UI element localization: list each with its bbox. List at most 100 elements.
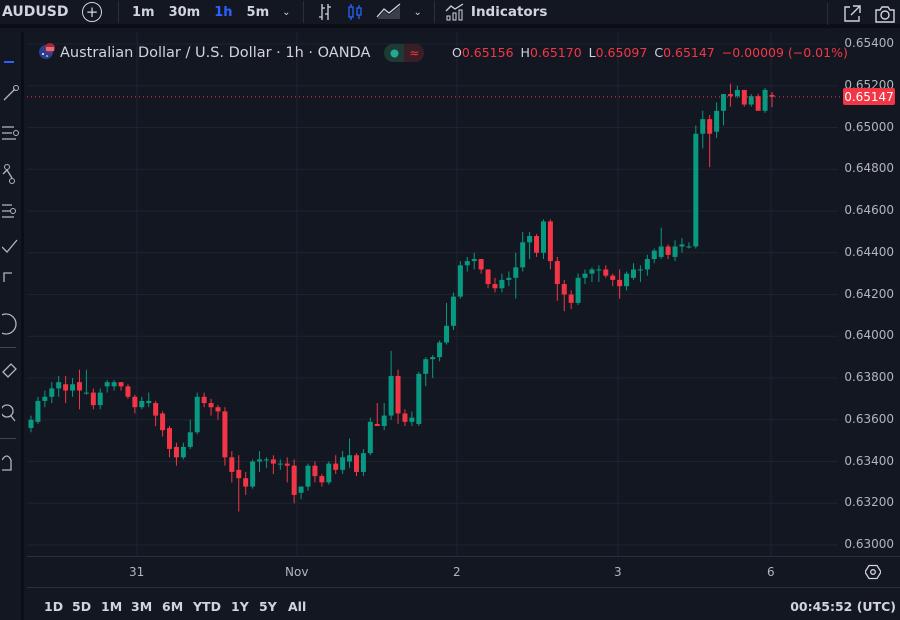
candle — [769, 92, 775, 108]
time-axis-label: 2 — [453, 565, 461, 579]
candle — [319, 474, 325, 487]
candle — [464, 256, 470, 272]
last-price-tag: 0.65147 — [843, 88, 895, 105]
candle — [208, 398, 214, 416]
price-axis-label: 0.64800 — [844, 161, 894, 176]
candle — [118, 382, 124, 391]
range-button-all[interactable]: All — [288, 599, 307, 614]
divider — [118, 1, 119, 23]
candle — [575, 273, 581, 305]
candle — [367, 417, 373, 456]
candle — [56, 375, 62, 397]
brush-icon[interactable] — [0, 237, 22, 255]
candle — [270, 455, 276, 475]
candle — [28, 415, 34, 433]
forecasting-tool-icon[interactable] — [0, 202, 22, 222]
crosshair-tool[interactable] — [0, 60, 22, 64]
range-button-5d[interactable]: 5D — [72, 599, 92, 614]
candle — [534, 233, 540, 257]
chart-legend: Australian Dollar / U.S. Dollar · 1h · O… — [38, 42, 425, 64]
symbol-search[interactable]: AUDUSD — [2, 4, 69, 20]
candle — [76, 369, 82, 410]
range-button-ytd[interactable]: YTD — [193, 599, 221, 614]
fullscreen-icon[interactable] — [842, 4, 862, 24]
candle — [721, 94, 727, 126]
range-button-3m[interactable]: 3M — [131, 599, 153, 614]
candle — [277, 459, 283, 470]
bar-chart-icon[interactable] — [316, 3, 334, 21]
interval-30m[interactable]: 30m — [168, 4, 201, 20]
price-axis-label: 0.64600 — [844, 203, 894, 217]
text-tool-icon[interactable] — [0, 270, 22, 284]
candle — [326, 461, 332, 485]
candle — [741, 89, 747, 107]
interval-5m[interactable]: 5m — [246, 4, 270, 20]
candle — [49, 382, 55, 404]
candle — [388, 350, 394, 420]
add-symbol-button[interactable]: + — [82, 2, 102, 22]
symbol-title[interactable]: Australian Dollar / U.S. Dollar · 1h · O… — [60, 45, 371, 61]
candle — [471, 252, 477, 270]
price-axis-label: 0.63400 — [844, 453, 894, 468]
candle — [139, 396, 145, 410]
candle — [520, 231, 526, 272]
candle — [146, 392, 152, 408]
divider — [302, 1, 304, 23]
change-value: −0.00009 (−0.01%) — [721, 45, 848, 60]
measure-icon[interactable] — [0, 312, 22, 336]
candle — [603, 265, 609, 278]
ruler-icon[interactable] — [0, 362, 22, 380]
candle — [243, 471, 249, 495]
candle — [568, 290, 574, 310]
price-axis-label: 0.65400 — [844, 36, 894, 50]
candle — [554, 256, 560, 301]
range-button-5y[interactable]: 5Y — [259, 599, 277, 614]
settings-gear-icon[interactable] — [864, 564, 882, 584]
range-button-1d[interactable]: 1D — [44, 599, 64, 614]
area-chart-icon[interactable] — [376, 3, 402, 21]
bottom-toolbar — [27, 587, 900, 620]
candle — [589, 267, 595, 282]
interval-1m[interactable]: 1m — [132, 4, 155, 20]
market-status-pill[interactable]: ≈ — [384, 44, 425, 62]
candle — [450, 292, 456, 330]
interval-1h[interactable]: 1h — [214, 4, 233, 20]
trend-line-icon[interactable] — [0, 84, 22, 102]
chart-type-chevron-down-icon[interactable]: ⌄ — [413, 6, 422, 18]
clock[interactable]: 00:45:52 (UTC) — [790, 599, 896, 614]
range-button-6m[interactable]: 6M — [162, 599, 184, 614]
candle — [194, 392, 200, 435]
candle — [672, 240, 678, 262]
price-axis-label: 0.63200 — [844, 495, 894, 510]
candle — [506, 271, 512, 287]
interval-chevron-down-icon[interactable]: ⌄ — [282, 6, 291, 18]
candle — [714, 102, 720, 138]
open-key: O — [452, 45, 462, 60]
candle — [762, 87, 768, 113]
zoom-in-icon[interactable] — [0, 404, 22, 424]
candle — [35, 396, 41, 424]
candle — [353, 453, 359, 477]
price-axis-label: 0.63000 — [844, 537, 894, 551]
indicators-button[interactable]: Indicators — [445, 3, 547, 21]
candle — [340, 451, 346, 475]
candle — [409, 411, 415, 427]
fib-retracement-icon[interactable] — [0, 124, 22, 142]
approx-icon: ≈ — [404, 44, 425, 62]
candle — [229, 451, 235, 483]
close-value: 0.65147 — [663, 45, 715, 60]
range-button-1m[interactable]: 1M — [101, 599, 123, 614]
close-key: C — [654, 45, 664, 60]
candles-icon[interactable] — [346, 3, 364, 21]
candle — [416, 371, 422, 427]
camera-icon[interactable] — [874, 4, 896, 24]
candle — [381, 403, 387, 431]
flag-icon — [38, 42, 56, 64]
ohlc-values: O0.65156 H0.65170 L0.65097 C0.65147 −0.0… — [452, 45, 848, 60]
range-button-1y[interactable]: 1Y — [231, 599, 249, 614]
candle — [644, 254, 650, 276]
lock-drawings-icon[interactable] — [0, 452, 22, 472]
candle — [201, 392, 207, 408]
pattern-tool-icon[interactable] — [0, 164, 22, 184]
